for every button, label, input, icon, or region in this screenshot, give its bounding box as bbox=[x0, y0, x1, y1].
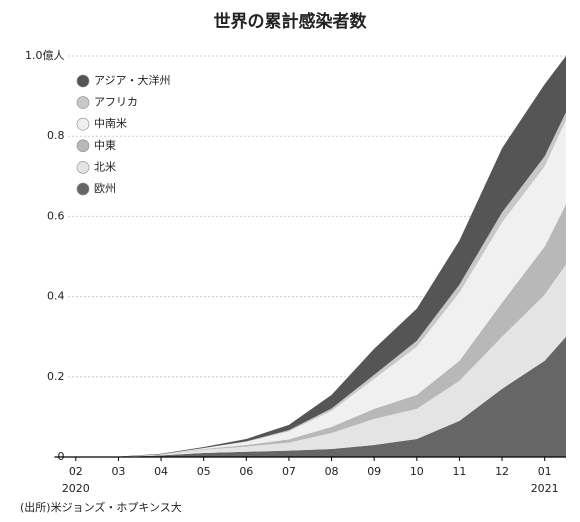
x-tick-label: 08 bbox=[325, 465, 339, 478]
legend-swatch bbox=[76, 117, 90, 131]
y-tick-label: 0.4 bbox=[47, 290, 65, 303]
x-tick-label: 11 bbox=[452, 465, 466, 478]
chart-title: 世界の累計感染者数 bbox=[214, 11, 368, 32]
x-tick-label: 10 bbox=[410, 465, 424, 478]
legend-swatch bbox=[76, 139, 90, 153]
area bbox=[75, 336, 566, 457]
x-tick-label: 09 bbox=[367, 465, 381, 478]
plot bbox=[68, 55, 566, 458]
x-tick-label: 12 bbox=[495, 465, 509, 478]
area bbox=[75, 264, 566, 457]
y-tick-label: 1.0億人 bbox=[25, 49, 65, 62]
legend-label: 北米 bbox=[94, 160, 116, 173]
x-tick-label: 04 bbox=[154, 465, 168, 478]
legend-label: 中東 bbox=[94, 139, 116, 152]
year-label: 2020 bbox=[62, 482, 90, 495]
area bbox=[75, 56, 566, 457]
legend-label: 欧州 bbox=[94, 182, 116, 195]
area bbox=[75, 120, 566, 457]
x-tick-label: 03 bbox=[111, 465, 125, 478]
legend-label: 中南米 bbox=[94, 117, 127, 130]
x-tick-label: 02 bbox=[69, 465, 83, 478]
legend-swatch bbox=[76, 182, 90, 196]
x-tick-label: 06 bbox=[239, 465, 253, 478]
year-label: 2021 bbox=[531, 482, 559, 495]
x-tick-label: 01 bbox=[538, 465, 552, 478]
y-tick-label: 0.6 bbox=[47, 209, 65, 222]
x-tick-label: 05 bbox=[197, 465, 211, 478]
source-note: (出所)米ジョンズ・ホプキンス大 bbox=[20, 500, 182, 514]
legend-label: アフリカ bbox=[94, 96, 138, 109]
legend-label: アジア・大洋州 bbox=[94, 73, 171, 87]
legend-swatch bbox=[76, 74, 90, 88]
y-tick-label: 0.2 bbox=[47, 370, 65, 383]
y-tick-label: 0.8 bbox=[47, 129, 65, 142]
x-tick-label: 07 bbox=[282, 465, 296, 478]
legend-swatch bbox=[76, 161, 90, 174]
legend-swatch bbox=[76, 96, 90, 109]
